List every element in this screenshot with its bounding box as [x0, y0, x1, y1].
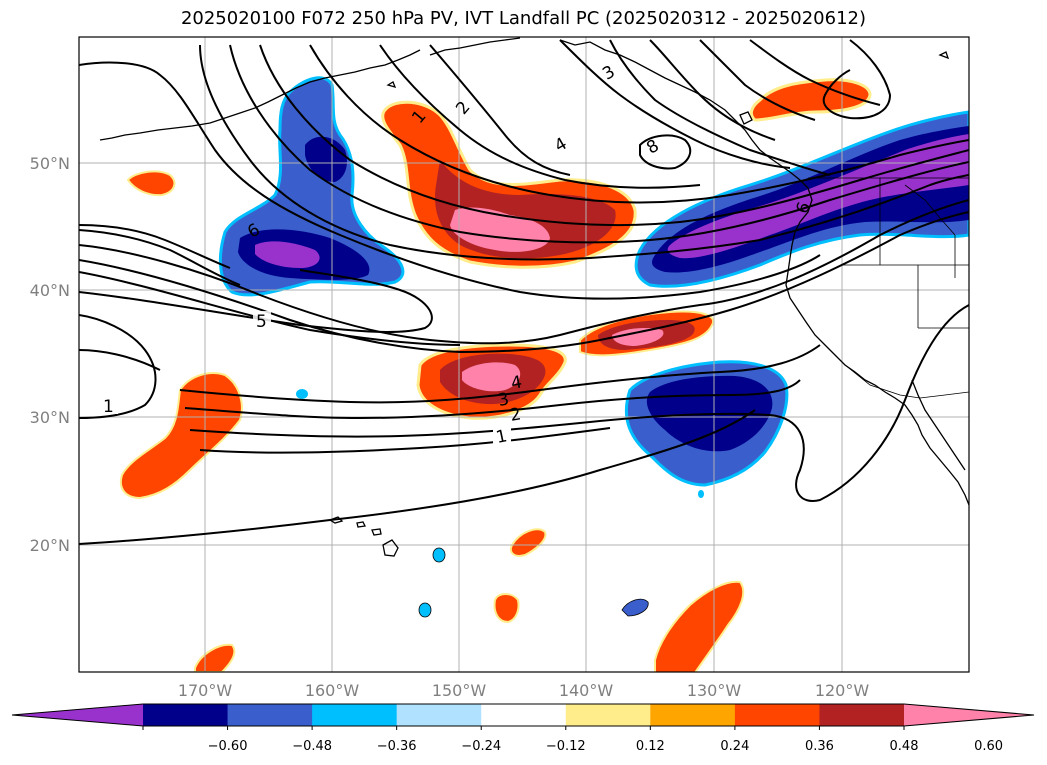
- colorbar-segment: [734, 704, 820, 726]
- lon-label: 130°W: [687, 681, 742, 700]
- colorbar-segment: [312, 704, 398, 726]
- lon-label: 140°W: [559, 681, 614, 700]
- colorbar-tick-label: −0.48: [292, 739, 332, 754]
- negative-anomaly-regions: [218, 76, 969, 618]
- warm-blob-west: [120, 372, 243, 500]
- cool-blob-small-4: [621, 598, 649, 617]
- cool-blob-small-3: [418, 602, 432, 618]
- colorbar-tick-label: 0.48: [890, 739, 919, 754]
- contour-label: 3: [497, 389, 511, 411]
- lat-label: 20°N: [30, 536, 70, 555]
- colorbar-tick-label: −0.24: [461, 739, 501, 754]
- lat-label: 30°N: [30, 408, 70, 427]
- lat-label: 40°N: [30, 281, 70, 300]
- colorbar-tick-label: −0.36: [377, 739, 417, 754]
- lat-label: 50°N: [30, 154, 70, 173]
- colorbar-tick-label: 0.36: [805, 739, 834, 754]
- colorbar-tick-label: −0.60: [208, 739, 248, 754]
- colorbar-segment: [565, 704, 651, 726]
- colorbar: −0.60 −0.48 −0.36 −0.24 −0.12 0.12 0.24 0.36 0.4…: [11, 703, 1035, 754]
- contour-label: 5: [256, 312, 267, 332]
- warm-blob-south-1: [654, 580, 745, 672]
- map-frame: [78, 36, 970, 673]
- colorbar-segment: [650, 704, 736, 726]
- contour-label: 1: [103, 397, 114, 417]
- colorbar-segment: [481, 704, 567, 726]
- colorbar-tick-label: 0.60: [974, 739, 1003, 754]
- lon-label: 170°W: [178, 681, 233, 700]
- cool-blob-small-1: [296, 389, 308, 399]
- colorbar-tick-label: −0.12: [546, 739, 586, 754]
- colorbar-segment: [143, 704, 229, 726]
- contour-label: 2: [509, 404, 523, 426]
- colorbar-extend-low: [12, 704, 143, 726]
- colorbar-tick-label: 0.12: [636, 739, 665, 754]
- lon-label: 160°W: [305, 681, 360, 700]
- warm-blob-far-west: [126, 170, 176, 197]
- cool-blob-small-5: [698, 490, 704, 498]
- colorbar-segment: [396, 704, 482, 726]
- colorbar-segment: [227, 704, 313, 726]
- ivt-contours: [79, 39, 969, 545]
- political-borders: [808, 177, 969, 399]
- cool-blob-small-2: [432, 547, 446, 563]
- contour-label: 4: [510, 372, 524, 394]
- colorbar-extend-high: [904, 704, 1034, 726]
- colorbar-tick-label: 0.24: [720, 739, 749, 754]
- contour-label: 1: [494, 426, 509, 448]
- longitude-labels: 170°W 160°W 150°W 140°W 130°W 120°W: [178, 681, 870, 700]
- latitude-labels: 50°N 40°N 30°N 20°N: [30, 154, 70, 555]
- warm-blob-small-2: [493, 593, 520, 624]
- colorbar-segment: [819, 704, 905, 726]
- lon-label: 120°W: [815, 681, 870, 700]
- map-title: 2025020100 F072 250 hPa PV, IVT Landfall…: [180, 8, 867, 29]
- gridlines: [79, 37, 969, 672]
- cool-blob-west: [218, 76, 405, 297]
- lon-label: 150°W: [432, 681, 487, 700]
